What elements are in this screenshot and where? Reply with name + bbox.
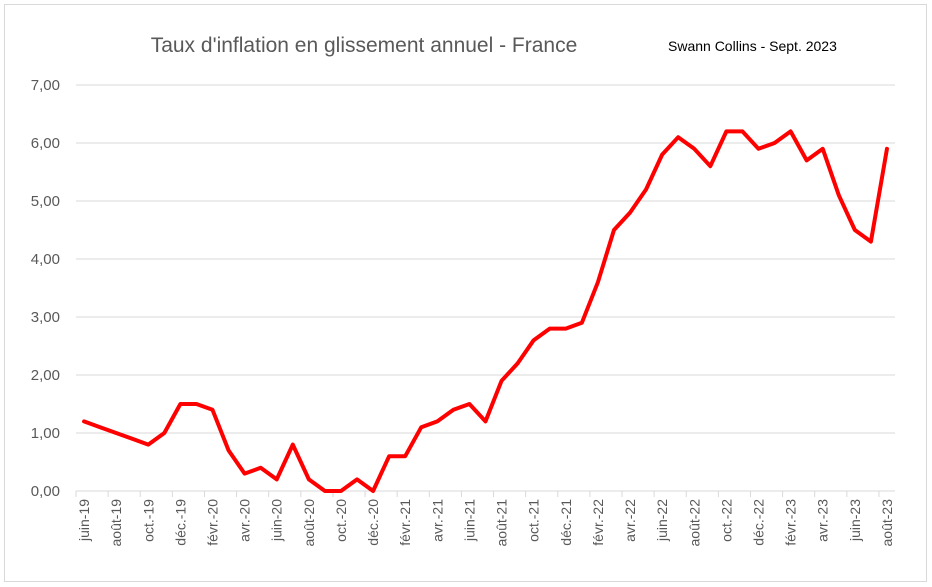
- chart-title: Taux d'inflation en glissement annuel - …: [150, 34, 578, 57]
- y-tick-label: 4,00: [31, 251, 60, 268]
- x-tick-label: oct.-19: [140, 499, 156, 542]
- y-tick-label: 3,00: [31, 309, 60, 326]
- x-tick-label: avr.-22: [622, 499, 638, 542]
- y-tick-label: 6,00: [31, 135, 60, 152]
- x-tick-label: oct.-22: [718, 499, 734, 542]
- x-tick-label: oct.-20: [333, 499, 349, 542]
- x-tick-label: févr.-23: [783, 499, 799, 546]
- x-tick-label: oct.-21: [526, 499, 542, 542]
- x-tick-label: févr.-20: [205, 499, 221, 546]
- x-tick-label: août-23: [879, 499, 895, 547]
- x-tick-label: juin-22: [654, 499, 670, 542]
- y-tick-label: 2,00: [31, 367, 60, 384]
- x-tick-label: août-21: [494, 499, 510, 547]
- y-tick-label: 5,00: [31, 193, 60, 210]
- x-tick-label: déc.-19: [172, 499, 188, 546]
- x-tick-label: août-20: [301, 499, 317, 547]
- x-tick-label: juin-20: [269, 499, 285, 542]
- x-tick-label: avr.-23: [815, 499, 831, 542]
- x-tick-label: avr.-20: [237, 499, 253, 542]
- x-tick-label: août-22: [686, 499, 702, 547]
- x-tick-label: juin-19: [76, 499, 92, 542]
- x-tick-label: févr.-21: [397, 499, 413, 546]
- x-tick-label: déc.-21: [558, 499, 574, 546]
- y-tick-label: 0,00: [31, 483, 60, 500]
- chart-annotation: Swann Collins - Sept. 2023: [668, 38, 837, 54]
- x-tick-label: avr.-21: [429, 499, 445, 542]
- x-tick-label: juin-23: [847, 499, 863, 542]
- x-tick-label: févr.-22: [590, 499, 606, 546]
- x-tick-label: juin-21: [461, 499, 477, 542]
- y-tick-label: 7,00: [31, 77, 60, 94]
- series-line-inflation: [82, 129, 889, 493]
- chart-area: [4, 4, 927, 582]
- x-tick-label: août-19: [108, 499, 124, 547]
- x-tick-label: déc.-22: [751, 499, 767, 546]
- x-tick-label: déc.-20: [365, 499, 381, 546]
- y-tick-label: 1,00: [31, 425, 60, 442]
